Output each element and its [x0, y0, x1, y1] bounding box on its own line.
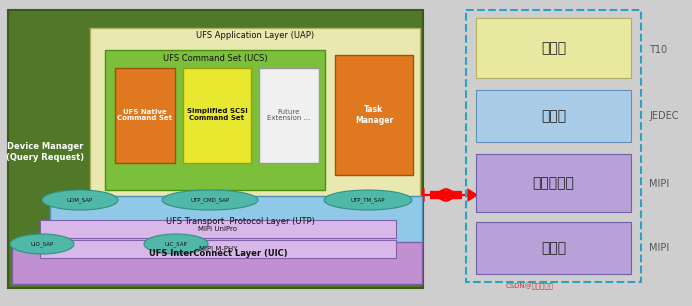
Text: T10: T10 — [649, 45, 667, 55]
Ellipse shape — [162, 190, 258, 210]
Bar — [50, 196, 422, 248]
Text: UFS Native
Command Set: UFS Native Command Set — [118, 109, 172, 121]
Text: Task
Manager: Task Manager — [355, 105, 393, 125]
Text: UFS Command Set (UCS): UFS Command Set (UCS) — [163, 54, 267, 62]
Text: UFS Application Layer (UAP): UFS Application Layer (UAP) — [196, 31, 314, 39]
Bar — [183, 68, 251, 163]
Text: UDM_SAP: UDM_SAP — [67, 197, 93, 203]
Text: UTP_CMD_SAP: UTP_CMD_SAP — [190, 197, 230, 203]
Ellipse shape — [144, 234, 208, 254]
Text: Device Manager
(Query Request): Device Manager (Query Request) — [6, 142, 84, 162]
Text: UIC_SAP: UIC_SAP — [165, 241, 188, 247]
Ellipse shape — [10, 234, 74, 254]
Text: MIPI UniPro: MIPI UniPro — [199, 226, 237, 232]
Text: UFS Transport  Protocol Layer (UTP): UFS Transport Protocol Layer (UTP) — [165, 218, 314, 226]
Text: JEDEC: JEDEC — [649, 111, 678, 121]
Text: Future
Extension ...: Future Extension ... — [267, 109, 311, 121]
Bar — [476, 18, 631, 78]
Text: UIO_SAP: UIO_SAP — [30, 241, 53, 247]
Text: 传输层: 传输层 — [541, 109, 566, 123]
Ellipse shape — [324, 190, 412, 210]
Bar — [105, 50, 325, 190]
Bar — [40, 240, 396, 258]
Text: UTP_TM_SAP: UTP_TM_SAP — [351, 197, 385, 203]
Text: 数据链路层: 数据链路层 — [533, 176, 574, 190]
Bar — [466, 10, 641, 282]
FancyArrow shape — [416, 190, 430, 200]
Bar — [476, 222, 631, 274]
Bar — [476, 90, 631, 142]
Text: Simplified SCSI
Command Set: Simplified SCSI Command Set — [187, 109, 247, 121]
FancyArrow shape — [462, 190, 476, 200]
Bar — [259, 68, 319, 163]
Text: 物理层: 物理层 — [541, 241, 566, 255]
Bar — [40, 220, 396, 238]
Text: UFS InterConnect Layer (UIC): UFS InterConnect Layer (UIC) — [149, 248, 287, 258]
Bar — [12, 242, 422, 284]
Text: MIPI M-PHY: MIPI M-PHY — [199, 246, 237, 252]
Bar — [115, 68, 175, 163]
Text: CSDN@黑猫学长尿: CSDN@黑猫学长尿 — [506, 282, 554, 290]
Bar — [90, 28, 420, 206]
Bar — [335, 55, 413, 175]
Ellipse shape — [42, 190, 118, 210]
Bar — [476, 154, 631, 212]
Text: MIPI: MIPI — [649, 243, 669, 253]
Text: MIPI: MIPI — [649, 179, 669, 189]
Bar — [8, 10, 423, 288]
Text: 应用层: 应用层 — [541, 41, 566, 55]
